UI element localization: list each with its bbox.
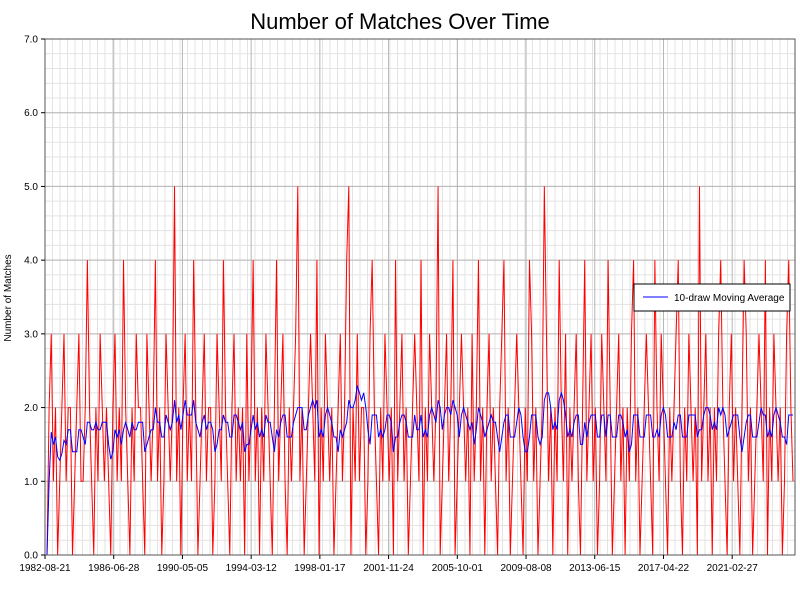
y-tick-label: 0.0 (24, 551, 38, 562)
y-tick-label: 6.0 (24, 108, 38, 119)
moving-average-series (46, 385, 793, 556)
y-axis-ticks: 0.0 1.0 2.0 3.0 4.0 5.0 6.0 7.0 (24, 35, 45, 562)
match-count-line (46, 186, 794, 556)
y-tick-label: 3.0 (24, 329, 38, 340)
plot-frame (44, 38, 796, 556)
legend-label-moving-average: 10-draw Moving Average (674, 293, 785, 304)
legend: 10-draw Moving Average (633, 283, 791, 312)
x-tick-label: 2005-10-01 (432, 563, 484, 574)
chart-title: Number of Matches Over Time (250, 9, 550, 34)
match-count-series (46, 186, 794, 556)
y-tick-label: 2.0 (24, 403, 38, 414)
x-tick-label: 1982-08-21 (19, 563, 71, 574)
y-tick-label: 7.0 (24, 35, 38, 46)
x-tick-label: 1986-06-28 (88, 563, 140, 574)
y-tick-label: 1.0 (24, 477, 38, 488)
x-tick-label: 1998-01-17 (294, 563, 346, 574)
moving-average-line (46, 385, 793, 556)
x-axis-ticks: 1982-08-21 1986-06-28 1990-05-05 1994-03-12… (19, 555, 758, 574)
x-tick-label: 2009-08-08 (500, 563, 552, 574)
y-tick-label: 5.0 (24, 182, 38, 193)
y-tick-label: 4.0 (24, 256, 38, 267)
x-tick-label: 2001-11-24 (363, 563, 414, 574)
y-axis-label: Number of Matches (3, 254, 14, 341)
x-tick-label: 1990-05-05 (157, 563, 209, 574)
x-tick-label: 1994-03-12 (226, 563, 278, 574)
x-tick-label: 2021-02-27 (707, 563, 759, 574)
x-tick-label: 2017-04-22 (638, 563, 690, 574)
x-tick-label: 2013-06-15 (569, 563, 621, 574)
